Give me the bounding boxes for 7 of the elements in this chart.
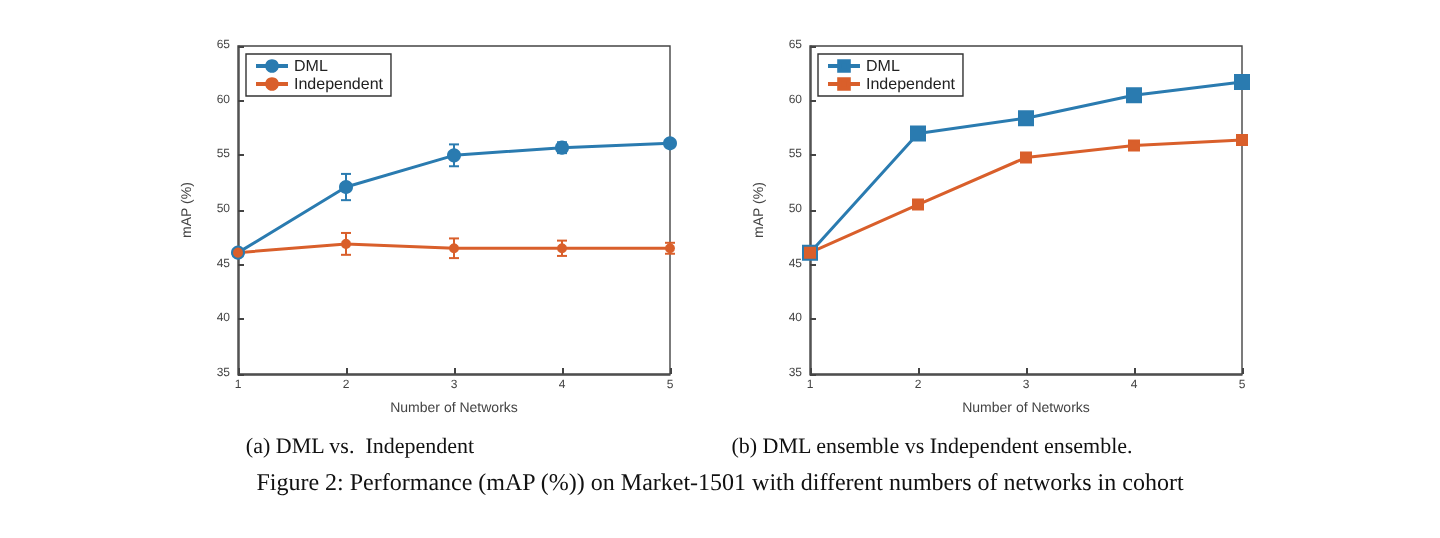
text: (b) DML ensemble vs Independent ensemble.	[731, 435, 1134, 459]
legend-label: DML	[866, 57, 901, 75]
legend-label: Independent	[866, 75, 957, 93]
legend-label: Independent	[294, 75, 385, 93]
text: (a) DML vs. Independent	[245, 435, 475, 459]
legend-label: DML	[294, 57, 329, 75]
caption: Figure 2: Performance (mAP (%)) on Market-1501 with different numbers of networks in cohort	[254, 468, 1186, 498]
